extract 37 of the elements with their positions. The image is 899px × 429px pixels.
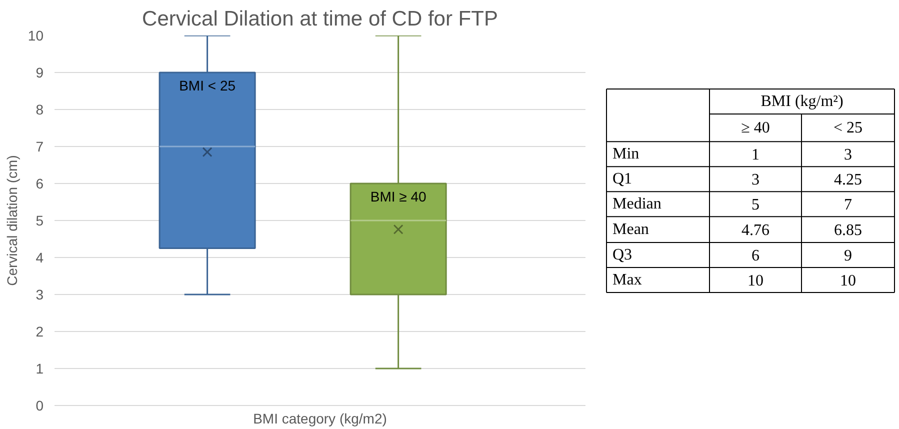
y-tick-label: 0 [36, 398, 44, 414]
text: Median [612, 196, 662, 213]
y-axis-title: Cervical dilation (cm) [4, 155, 20, 286]
text: 10 [840, 272, 856, 290]
text: Mean [612, 221, 649, 238]
y-tick-label: 10 [28, 28, 44, 44]
y-tick-label: 4 [36, 250, 44, 266]
y-tick-label: 5 [36, 212, 44, 228]
y-tick-label: 3 [36, 286, 44, 302]
y-tick-label: 6 [36, 176, 44, 192]
text: Q3 [612, 246, 632, 264]
y-tick-label: 9 [36, 64, 44, 80]
text: 5 [752, 196, 760, 214]
y-tick-label: 2 [36, 324, 44, 340]
text: Q1 [612, 170, 632, 188]
text: 4.76 [742, 222, 770, 240]
text: Max [612, 272, 642, 289]
text: 6 [752, 248, 760, 264]
text: ≥ 40 [741, 119, 770, 136]
text: 3 [752, 172, 760, 189]
text: 6.85 [834, 222, 862, 240]
text: 1 [752, 146, 760, 164]
y-tick-label: 1 [36, 360, 44, 376]
text: 3 [844, 146, 852, 164]
y-tick-label: 8 [36, 102, 44, 118]
y-tick-label: 7 [36, 138, 44, 154]
text: 7 [844, 196, 852, 214]
text: 10 [748, 272, 764, 290]
chart-title: Cervical Dilation at time of CD for FTP [142, 8, 498, 30]
text: Min [612, 146, 640, 163]
x-axis-title: BMI category (kg/m2) [253, 410, 387, 426]
text: < 25 [833, 119, 863, 136]
text: 4.25 [834, 172, 862, 189]
x-tick-label: BMI ≥ 40 [370, 188, 426, 204]
text: 9 [844, 248, 852, 264]
text: BMI (kg/m²) [760, 92, 844, 110]
x-tick-label: BMI < 25 [179, 78, 236, 94]
